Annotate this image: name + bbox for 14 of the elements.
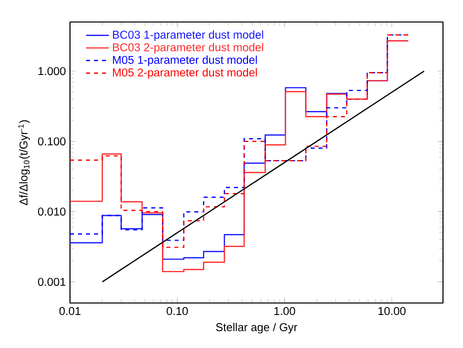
legend-label: BC03 1-parameter dust model xyxy=(113,30,264,41)
y-tick-label: 0.100 xyxy=(38,137,66,146)
legend-label: M05 1-parameter dust model xyxy=(113,56,257,66)
x-tick-label: 0.01 xyxy=(59,307,80,316)
x-tick-label: 0.10 xyxy=(166,307,188,316)
y-tick-label: 0.010 xyxy=(38,208,66,216)
y-tick-label: 1.000 xyxy=(38,67,66,76)
y-tick-label: 0.001 xyxy=(38,278,66,286)
legend-label: BC03 2-parameter dust model xyxy=(113,42,264,54)
y-axis-title: Δf/Δlog$_{10}$(t/Gyr$^{-1}$) xyxy=(18,120,30,206)
x-tick-label: 10.00 xyxy=(378,307,406,316)
legend-label: M05 2-parameter dust model xyxy=(113,68,257,79)
x-tick-label: 1.00 xyxy=(274,307,296,316)
x-axis-title: Stellar age / Gyr xyxy=(216,322,298,334)
